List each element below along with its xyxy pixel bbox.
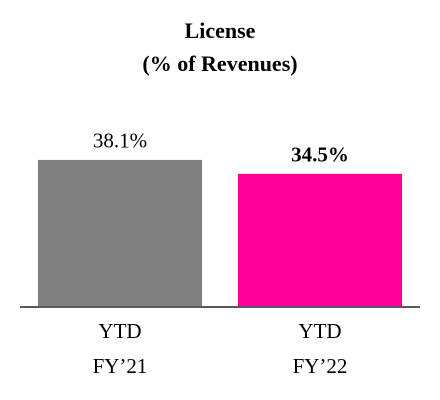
value-label: 38.1%	[93, 129, 147, 153]
x-tick-label: FY’21	[93, 354, 148, 378]
bar	[38, 159, 202, 307]
value-label: 34.5%	[291, 143, 349, 167]
x-tick-label: YTD	[298, 319, 341, 343]
x-tick-label: YTD	[98, 319, 141, 343]
x-tick-label: FY’22	[293, 354, 348, 378]
chart-title: (% of Revenues)	[142, 51, 297, 76]
chart-title: License	[185, 18, 256, 43]
bar	[238, 173, 402, 307]
